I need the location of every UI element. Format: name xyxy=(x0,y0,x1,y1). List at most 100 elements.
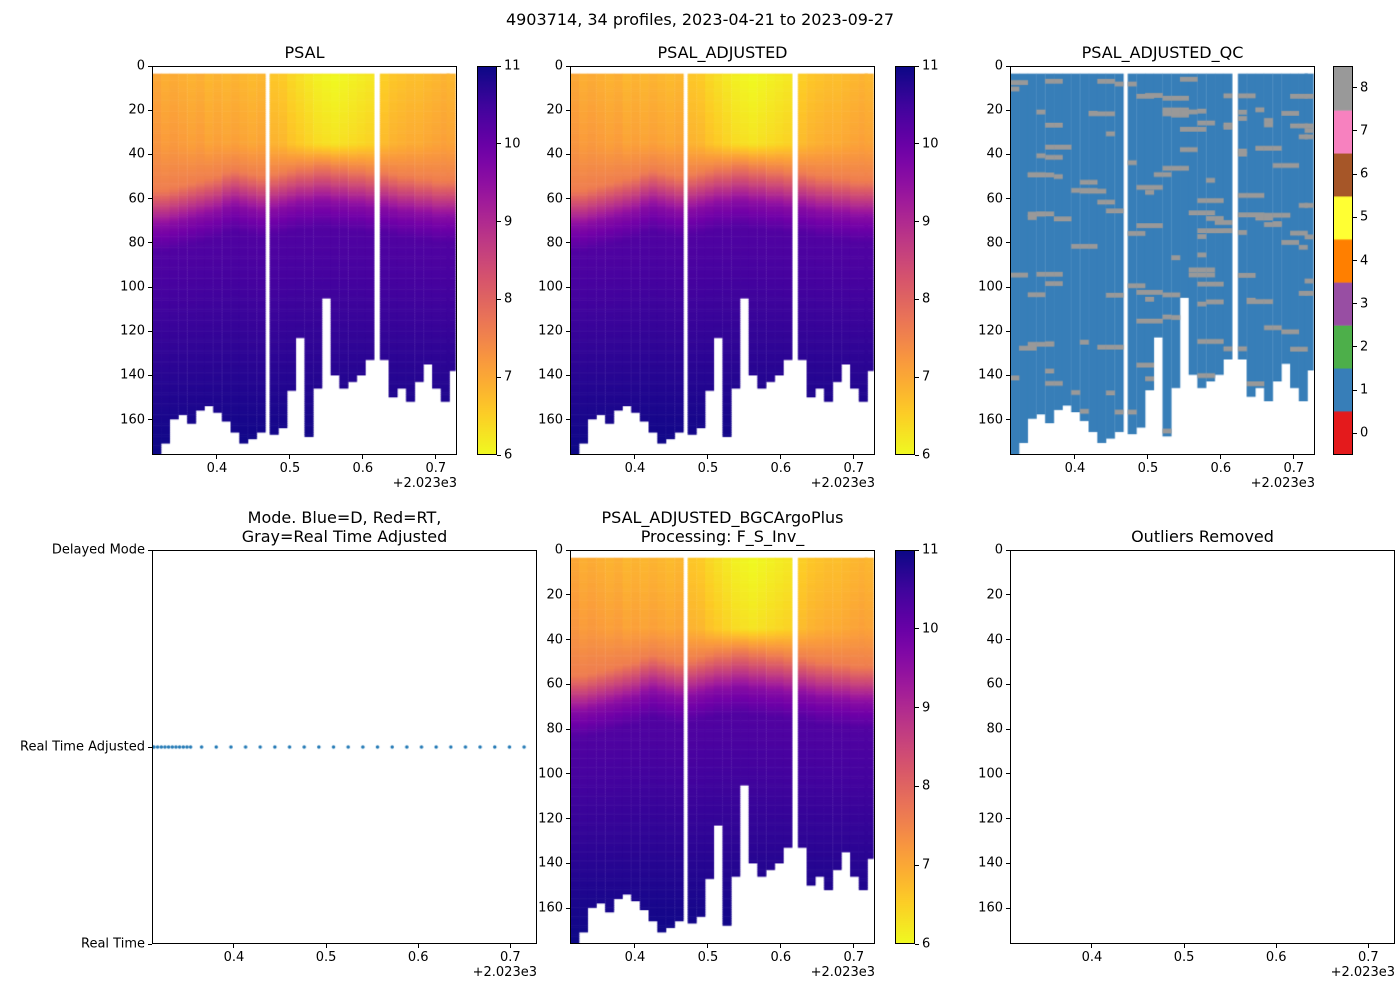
y-tick xyxy=(1006,862,1010,864)
psal-heatmap-panel: PSAL xyxy=(152,43,457,455)
x-tick-label: 0.7 xyxy=(425,461,447,476)
x-tick-label: 0.5 xyxy=(1173,950,1195,965)
colorbar-tick-label: 6 xyxy=(922,447,931,463)
psal-title: PSAL xyxy=(284,43,325,62)
bgc-heatmap-panel: PSAL_ADJUSTED_BGCArgoPlus Processing: F_… xyxy=(570,508,875,944)
colorbar-tick xyxy=(915,864,919,866)
colorbar-tick xyxy=(497,221,501,223)
y-tick-label: 20 xyxy=(986,587,1003,603)
colorbar-tick-label: 6 xyxy=(922,936,931,952)
colorbar-tick xyxy=(1353,303,1357,305)
y-tick xyxy=(566,242,570,244)
y-tick xyxy=(566,65,570,67)
colorbar-tick xyxy=(497,65,501,67)
y-tick xyxy=(1006,374,1010,376)
y-tick-label: 120 xyxy=(538,323,563,339)
x-tick xyxy=(289,455,291,459)
colorbar-tick-label: 10 xyxy=(504,136,521,152)
y-tick-label: 60 xyxy=(986,191,1003,207)
colorbar-tick-label: 7 xyxy=(504,369,513,385)
y-tick xyxy=(566,818,570,820)
figure-suptitle: 4903714, 34 profiles, 2023-04-21 to 2023… xyxy=(505,10,895,29)
y-tick xyxy=(1006,773,1010,775)
y-tick-label: 160 xyxy=(978,412,1003,428)
y-tick-label: 40 xyxy=(546,146,563,162)
psal-adjusted-colorbar xyxy=(895,66,915,455)
y-tick-label: 140 xyxy=(978,855,1003,871)
colorbar-tick xyxy=(915,221,919,223)
y-tick-label: 80 xyxy=(128,235,145,251)
colorbar-tick xyxy=(1353,87,1357,89)
x-tick xyxy=(216,455,218,459)
x-tick xyxy=(780,455,782,459)
y-tick-label: 60 xyxy=(546,191,563,207)
psal-adjusted-title: PSAL_ADJUSTED xyxy=(657,43,788,62)
colorbar-tick xyxy=(1353,130,1357,132)
colorbar-tick-label: 8 xyxy=(1360,80,1369,96)
y-tick-label: 80 xyxy=(986,235,1003,251)
mode-title-line1: Mode. Blue=D, Red=RT, xyxy=(247,508,442,527)
psal-heatmap-canvas xyxy=(153,67,456,454)
y-tick-label: 60 xyxy=(546,676,563,692)
mode-category-label: Real Time xyxy=(81,936,145,952)
colorbar-tick-label: 9 xyxy=(504,214,513,230)
x-tick xyxy=(780,944,782,948)
y-tick xyxy=(566,683,570,685)
colorbar-tick xyxy=(915,549,919,551)
y-tick-label: 20 xyxy=(546,102,563,118)
y-tick xyxy=(566,286,570,288)
x-tick-label: 0.7 xyxy=(499,950,521,965)
x-tick xyxy=(853,455,855,459)
y-tick xyxy=(1006,818,1010,820)
qc-colorbar xyxy=(1333,66,1353,455)
y-tick xyxy=(566,907,570,909)
colorbar-tick xyxy=(915,943,919,945)
colorbar-tick-label: 7 xyxy=(1360,123,1369,139)
x-tick xyxy=(634,944,636,948)
y-tick xyxy=(566,549,570,551)
y-tick-label: 120 xyxy=(120,323,145,339)
x-tick-label: 0.5 xyxy=(279,461,301,476)
x-tick xyxy=(1074,455,1076,459)
y-tick-label: 0 xyxy=(136,58,145,74)
colorbar-tick xyxy=(497,143,501,145)
y-tick-label: 40 xyxy=(986,632,1003,648)
psal-adjusted-heatmap-canvas xyxy=(571,67,874,454)
y-tick-label: 160 xyxy=(120,412,145,428)
psal-colorbar xyxy=(477,66,497,455)
y-tick-label: 140 xyxy=(120,367,145,383)
x-tick-label: 0.6 xyxy=(770,950,792,965)
colorbar-tick xyxy=(915,298,919,300)
x-offset-label: +2.023e3 xyxy=(392,476,457,491)
x-tick-label: 0.6 xyxy=(407,950,429,965)
bgc-title-line1: PSAL_ADJUSTED_BGCArgoPlus xyxy=(601,508,844,527)
bgc-title-line2: Processing: F_S_Inv_ xyxy=(640,527,805,546)
y-tick-label: 20 xyxy=(128,102,145,118)
x-offset-label: +2.023e3 xyxy=(1330,965,1395,980)
y-tick xyxy=(1006,639,1010,641)
x-tick-label: 0.4 xyxy=(624,950,646,965)
y-tick-label: 100 xyxy=(978,766,1003,782)
y-tick-label: 140 xyxy=(538,855,563,871)
colorbar-tick-label: 9 xyxy=(922,700,931,716)
colorbar-tick xyxy=(497,298,501,300)
bgc-colorbar xyxy=(895,550,915,944)
colorbar-tick-label: 8 xyxy=(504,291,513,307)
colorbar-tick-label: 9 xyxy=(922,214,931,230)
y-tick xyxy=(1006,65,1010,67)
colorbar-tick xyxy=(1353,260,1357,261)
y-tick xyxy=(148,419,152,421)
colorbar-tick-label: 11 xyxy=(504,58,521,74)
y-tick-label: 80 xyxy=(986,721,1003,737)
y-tick xyxy=(1006,153,1010,155)
y-tick xyxy=(566,594,570,596)
y-tick xyxy=(566,419,570,421)
x-tick xyxy=(1147,455,1149,459)
bgc-heatmap-canvas xyxy=(571,551,874,943)
colorbar-tick xyxy=(915,143,919,145)
x-tick-label: 0.7 xyxy=(843,950,865,965)
y-tick-label: 80 xyxy=(546,235,563,251)
y-tick-label: 60 xyxy=(986,676,1003,692)
x-tick xyxy=(233,944,235,948)
x-tick xyxy=(435,455,437,459)
